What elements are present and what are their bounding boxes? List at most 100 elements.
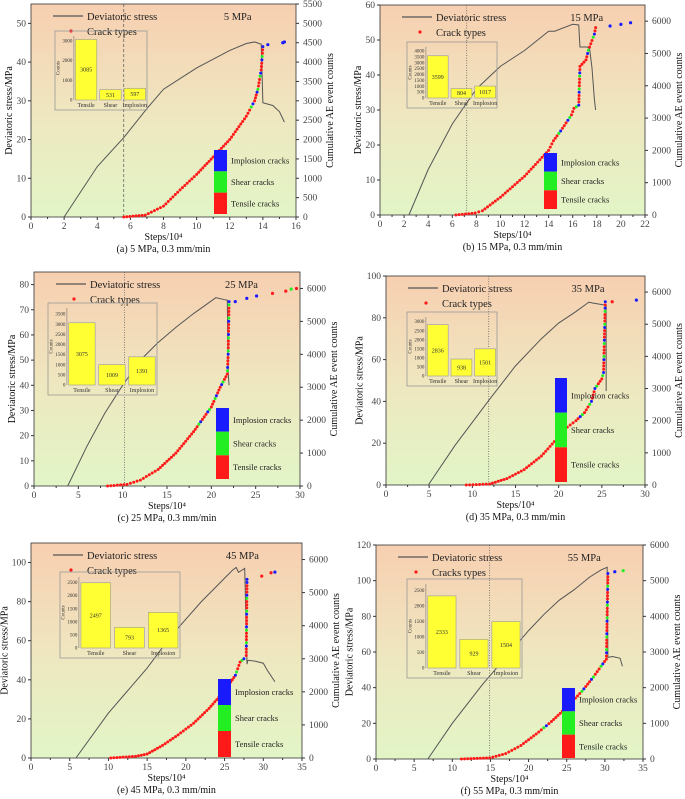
y2-axis-label: Cumulative AE event counts bbox=[329, 322, 340, 437]
y2-tick-label: 1000 bbox=[652, 179, 671, 189]
crack-point bbox=[468, 483, 472, 487]
x-axis-label: Steps/10⁴ bbox=[491, 774, 529, 785]
y-tick-label: 80 bbox=[20, 281, 30, 291]
crack-point bbox=[588, 45, 592, 49]
inset-bar-value: 2836 bbox=[432, 348, 444, 354]
crack-point bbox=[593, 387, 597, 391]
crack-point bbox=[586, 48, 590, 52]
y2-tick-label: 0 bbox=[309, 754, 314, 764]
x-tick-label: 8 bbox=[161, 222, 166, 232]
crack-point bbox=[537, 730, 541, 734]
inset-bar-value: 1504 bbox=[500, 643, 512, 649]
y-tick-label: 70 bbox=[20, 306, 30, 316]
crack-point bbox=[484, 482, 488, 486]
crack-point bbox=[261, 45, 265, 49]
inset-tick-label: 2000 bbox=[414, 605, 425, 610]
x-tick-label: 20 bbox=[554, 490, 564, 500]
y-tick-label: 50 bbox=[366, 36, 376, 46]
crack-point bbox=[578, 64, 582, 68]
y-tick-label: 100 bbox=[367, 272, 382, 282]
crack-point bbox=[605, 629, 609, 633]
y2-axis-label: Cumulative AE event counts bbox=[325, 53, 336, 168]
crack-point bbox=[463, 757, 467, 761]
crack-point bbox=[577, 84, 581, 88]
crack-legend-swatch bbox=[218, 731, 231, 757]
crack-point bbox=[195, 172, 199, 176]
crack-point bbox=[571, 421, 575, 425]
crack-point bbox=[584, 58, 588, 62]
panel-caption: (a) 5 MPa, 0.3 mm/min bbox=[117, 244, 211, 255]
crack-point bbox=[585, 55, 589, 59]
crack-point bbox=[259, 65, 263, 69]
crack-point bbox=[146, 212, 150, 216]
crack-point bbox=[544, 724, 548, 728]
crack-point bbox=[244, 114, 248, 118]
y-tick-label: 40 bbox=[17, 58, 27, 68]
crack-point bbox=[580, 689, 584, 693]
crack-point bbox=[519, 469, 523, 473]
crack-point bbox=[602, 370, 606, 374]
y-tick-label: 50 bbox=[20, 356, 30, 366]
crack-point bbox=[538, 158, 542, 162]
y2-tick-label: 5000 bbox=[303, 19, 322, 29]
crack-point bbox=[227, 319, 231, 323]
crack-point bbox=[480, 209, 484, 213]
crack-point bbox=[582, 687, 586, 691]
crack-point bbox=[282, 40, 287, 44]
y2-tick-label: 2000 bbox=[652, 417, 671, 427]
inset-bar-value: 2497 bbox=[90, 613, 102, 619]
inset-bar bbox=[98, 364, 126, 386]
crack-point bbox=[239, 122, 243, 126]
crack-point bbox=[603, 660, 607, 664]
inset-bar-value: 3075 bbox=[76, 352, 88, 358]
crack-point bbox=[577, 87, 581, 91]
crack-legend-label: Tensile cracks bbox=[233, 462, 281, 472]
crack-point bbox=[227, 300, 231, 304]
plot-area bbox=[379, 4, 646, 216]
crack-point bbox=[227, 310, 231, 314]
crack-point bbox=[226, 359, 230, 363]
inset-category-label: Implosion bbox=[494, 671, 518, 677]
crack-point bbox=[139, 753, 143, 757]
crack-point bbox=[227, 323, 231, 327]
x-tick-label: 20 bbox=[616, 220, 626, 230]
y-tick-label: 40 bbox=[17, 676, 27, 686]
crack-point bbox=[606, 594, 610, 598]
crack-point bbox=[506, 189, 510, 193]
crack-point bbox=[605, 638, 609, 642]
crack-point bbox=[464, 483, 468, 487]
inset-bar-value: 1365 bbox=[157, 628, 169, 634]
crack-point bbox=[227, 306, 231, 310]
x-tick-label: 25 bbox=[597, 490, 607, 500]
inset-category-label: Shear bbox=[105, 388, 119, 394]
crack-point bbox=[488, 482, 492, 486]
inset-tick-label: 1500 bbox=[414, 347, 425, 352]
crack-point bbox=[192, 721, 196, 725]
crack-point bbox=[215, 698, 219, 702]
crack-point bbox=[577, 100, 581, 104]
x-tick-label: 12 bbox=[520, 220, 530, 230]
crack-point bbox=[580, 62, 584, 66]
crack-point bbox=[209, 704, 213, 708]
x-tick-label: 10 bbox=[192, 222, 202, 232]
crack-legend-label: Tensile cracks bbox=[235, 739, 283, 749]
y2-tick-label: 0 bbox=[652, 211, 657, 221]
y-axis-label: Deviatoric stress/MPa bbox=[4, 66, 15, 155]
crack-point bbox=[153, 748, 157, 752]
crack-point bbox=[211, 702, 215, 706]
crack-point bbox=[454, 213, 458, 217]
crack-point bbox=[259, 71, 263, 75]
crack-point bbox=[128, 214, 132, 218]
crack-point bbox=[605, 632, 609, 636]
crack-point bbox=[602, 345, 606, 349]
y-tick-label: 40 bbox=[20, 381, 30, 391]
x-tick-label: 30 bbox=[295, 491, 305, 501]
crack-point bbox=[273, 570, 277, 574]
crack-point bbox=[150, 471, 154, 475]
legend-crack-marker bbox=[69, 568, 73, 572]
crack-point bbox=[152, 209, 156, 213]
crack-point bbox=[602, 338, 606, 342]
crack-point bbox=[137, 214, 141, 218]
crack-point bbox=[244, 647, 248, 651]
y-tick-label: 60 bbox=[372, 356, 382, 366]
